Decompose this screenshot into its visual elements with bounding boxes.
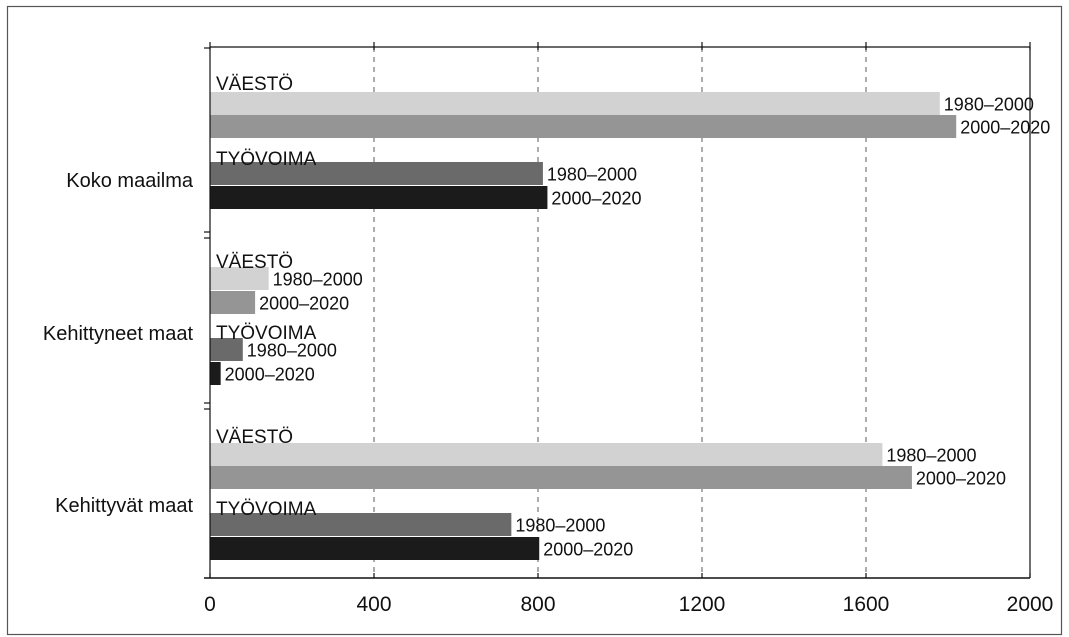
bar	[210, 513, 512, 536]
bar-labels: Koko maailmaVÄESTÖ1980–20002000–2020TYÖV…	[43, 74, 1050, 560]
bar	[210, 537, 540, 560]
bar	[210, 291, 256, 314]
block-label: VÄESTÖ	[216, 252, 293, 273]
bar	[210, 466, 912, 489]
block-label: TYÖVOIMA	[216, 149, 317, 170]
bar	[210, 162, 543, 185]
block-label: TYÖVOIMA	[216, 499, 317, 520]
category-label: Koko maailma	[66, 170, 194, 192]
x-tick-label: 0	[204, 593, 216, 616]
bar	[210, 92, 940, 115]
bar-value-label: 1980–2000	[886, 446, 976, 466]
x-tick-label: 800	[520, 593, 555, 616]
x-tick-label: 1600	[843, 593, 890, 616]
bars	[210, 92, 957, 560]
bar-value-label: 1980–2000	[247, 341, 337, 361]
bar	[210, 338, 243, 361]
gridlines	[373, 47, 867, 578]
bar-value-label: 1980–2000	[273, 270, 363, 290]
x-tick-label: 1200	[679, 593, 726, 616]
category-label: Kehittyvät maat	[55, 495, 193, 517]
bar-value-label: 2000–2020	[916, 469, 1006, 489]
block-label: TYÖVOIMA	[216, 323, 317, 344]
bar-value-label: 2000–2020	[259, 294, 349, 314]
bar-value-label: 1980–2000	[944, 95, 1034, 115]
x-tick-label: 2000	[1007, 593, 1054, 616]
bar-value-label: 2000–2020	[225, 365, 315, 385]
bar-value-label: 1980–2000	[515, 516, 605, 536]
x-tick-label: 400	[356, 593, 391, 616]
bar-value-label: 2000–2020	[551, 189, 641, 209]
axes: 0 400 800 1200 1600 2000	[204, 42, 1053, 616]
bar-value-label: 2000–2020	[543, 540, 633, 560]
bar	[210, 443, 883, 466]
category-label: Kehittyneet maat	[43, 323, 194, 345]
bar	[210, 362, 221, 385]
block-label: VÄESTÖ	[216, 427, 293, 448]
bar	[210, 186, 548, 209]
bar	[210, 267, 269, 290]
bar-value-label: 2000–2020	[960, 118, 1050, 138]
bar-value-label: 1980–2000	[547, 165, 637, 185]
bar	[210, 115, 957, 138]
block-label: VÄESTÖ	[216, 74, 293, 95]
